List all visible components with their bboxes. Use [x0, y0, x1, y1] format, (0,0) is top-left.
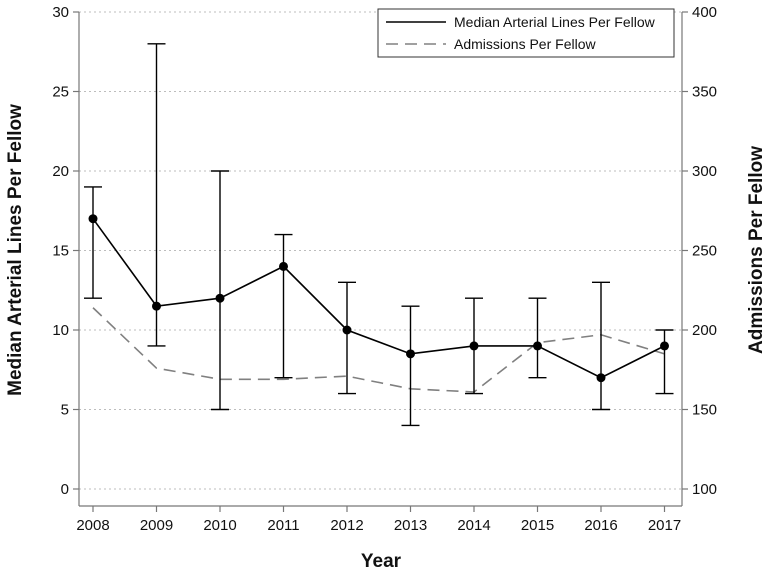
y-right-tick-label: 250 [692, 243, 717, 260]
y-left-tick-label: 15 [52, 243, 69, 260]
x-tick-label: 2010 [203, 517, 236, 534]
y-left-tick-label: 0 [61, 481, 69, 498]
axes [78, 12, 683, 507]
x-tick-label: 2016 [584, 517, 617, 534]
ticks: 0 5 10 15 20 25 30 100 150 200 250 300 350 400 2008 200… [52, 4, 717, 534]
x-tick-label: 2013 [394, 517, 427, 534]
x-tick-label: 2008 [76, 517, 109, 534]
median-point [596, 373, 606, 383]
y-axis-title-right: Admissions Per Fellow [746, 146, 767, 354]
y-left-tick-label: 30 [52, 4, 69, 21]
median-point [660, 341, 669, 351]
x-tick-label: 2009 [140, 517, 173, 534]
legend-label-admissions: Admissions Per Fellow [454, 36, 596, 52]
legend: Median Arterial Lines Per Fellow Admissi… [377, 8, 675, 58]
y-left-tick-label: 10 [52, 322, 69, 339]
legend-box [377, 8, 675, 58]
y-left-tick-label: 20 [52, 163, 69, 180]
x-tick-label: 2011 [267, 517, 299, 534]
y-right-tick-label: 400 [692, 4, 717, 21]
y-right-tick-label: 100 [692, 481, 717, 498]
series-layer [84, 43, 674, 427]
y-right-tick-label: 150 [692, 402, 717, 419]
x-tick-label: 2014 [457, 517, 490, 534]
y-right-tick-label: 300 [692, 163, 717, 180]
median-point [469, 341, 479, 351]
median-point [406, 349, 415, 359]
y-left-tick-label: 5 [61, 402, 69, 419]
admissions-line [92, 307, 665, 393]
y-right-tick-label: 200 [692, 322, 717, 339]
gridlines [79, 11, 682, 490]
x-axis-title: Year [361, 551, 402, 572]
x-tick-label: 2017 [648, 517, 681, 534]
median-point [152, 301, 161, 311]
median-point [279, 261, 288, 271]
median-point [215, 293, 225, 303]
median-point [533, 341, 542, 351]
y-right-tick-label: 350 [692, 84, 717, 101]
y-axis-title-left: Median Arterial Lines Per Fellow [5, 104, 26, 396]
legend-label-median: Median Arterial Lines Per Fellow [454, 14, 656, 30]
y-left-tick-label: 25 [52, 84, 69, 101]
median-point [88, 214, 98, 224]
median-line [92, 218, 665, 379]
x-tick-label: 2015 [521, 517, 554, 534]
median-point [342, 325, 352, 335]
x-tick-label: 2012 [330, 517, 363, 534]
